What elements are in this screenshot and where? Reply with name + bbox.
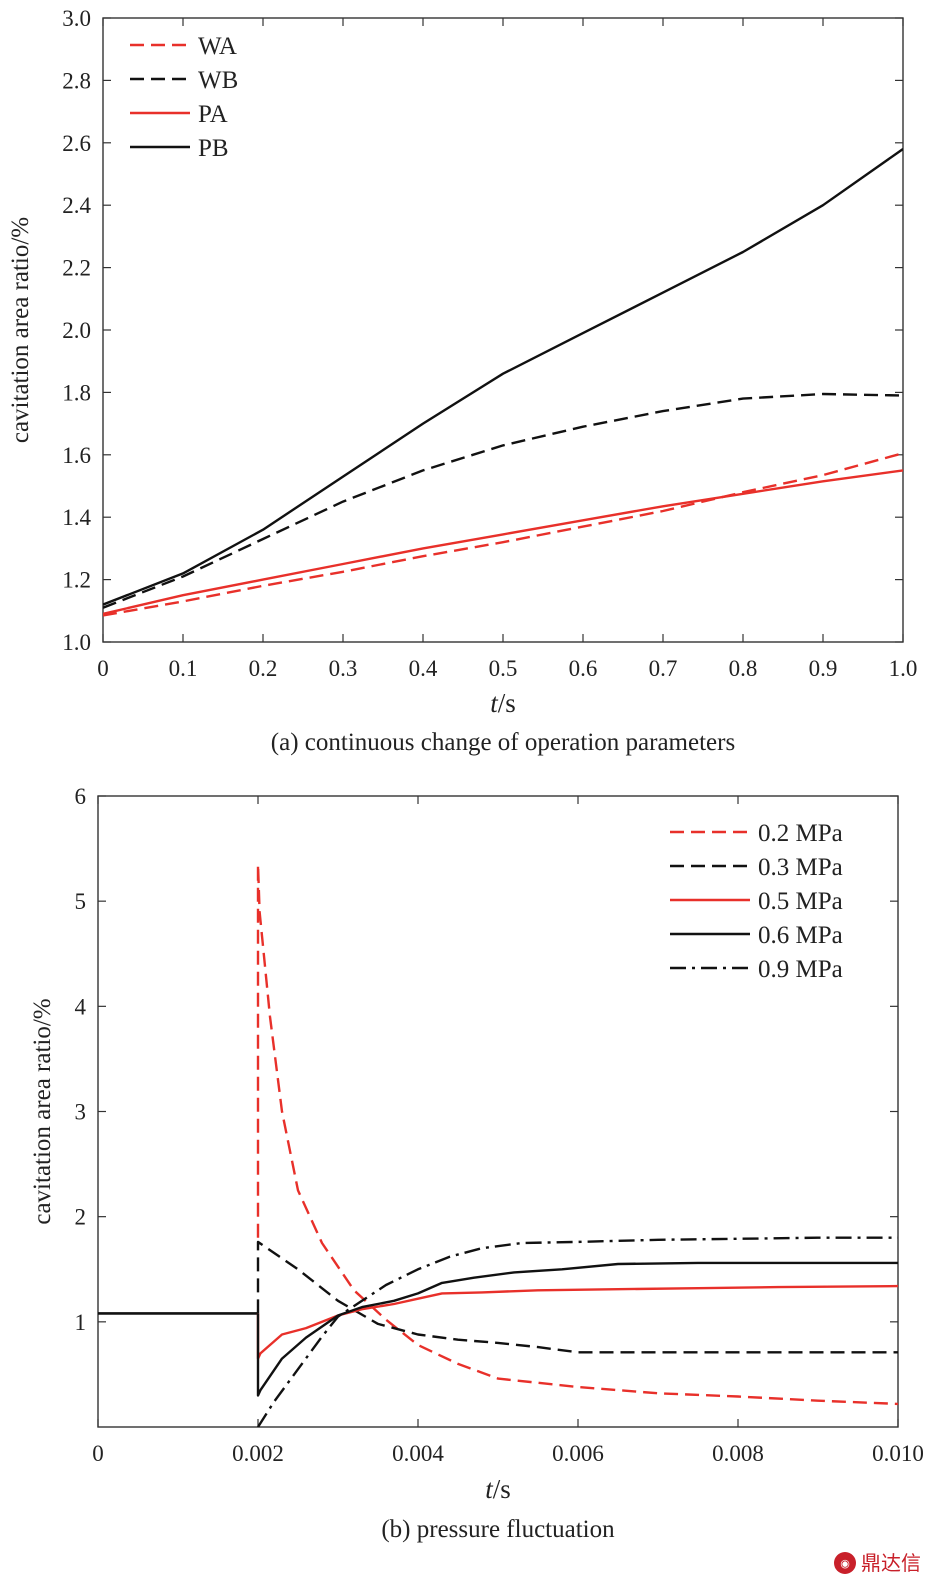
series-line-wa (103, 452, 903, 617)
x-tick-label: 1.0 (889, 656, 918, 681)
chart-caption: (a) continuous change of operation param… (271, 729, 735, 756)
x-tick-label: 0.6 (569, 656, 598, 681)
x-tick-label: 0.006 (552, 1441, 604, 1466)
legend: WA WB PA PB (130, 33, 238, 162)
series-line-0-6-mpa (256, 1261, 898, 1397)
x-tick-label: 0.004 (392, 1441, 444, 1466)
watermark: ◉ 鼎达信 (834, 1552, 921, 1575)
y-tick-label: 2 (75, 1205, 87, 1230)
y-tick-label: 1.0 (62, 630, 91, 655)
legend-label: 0.6 MPa (758, 922, 843, 949)
series-line-0-2-mpa (256, 863, 898, 1406)
x-tick-label: 0.8 (729, 656, 758, 681)
series-line-wb (103, 392, 903, 609)
y-tick-label: 2.4 (62, 193, 91, 218)
legend-label: WA (198, 33, 237, 60)
y-tick-label: 1.2 (62, 568, 91, 593)
y-tick-label: 1.8 (62, 380, 91, 405)
plot-area (103, 148, 903, 617)
legend-label: WB (198, 67, 238, 94)
x-tick-label: 0 (92, 1441, 104, 1466)
chart-a: 0 0.1 0.2 0.3 0.4 0.5 0.6 0.7 0.8 0.9 1.0 1.0 1.2 1.4… (7, 6, 917, 756)
y-tick-label: 2.2 (62, 256, 91, 281)
chart-caption: (b) pressure fluctuation (381, 1516, 615, 1543)
legend-label: 0.3 MPa (758, 854, 843, 881)
y-tick-label: 6 (75, 784, 87, 809)
y-tick-label: 2.0 (62, 318, 91, 343)
series-line-0-9-mpa (256, 1236, 898, 1427)
series-line-0-5-mpa (256, 1284, 898, 1360)
x-axis-label-unit: /s (493, 1474, 511, 1504)
plot-area (98, 863, 898, 1427)
x-tick-label: 0.1 (169, 656, 198, 681)
y-tick-label: 3 (75, 1100, 87, 1125)
y-tick-label: 2.8 (62, 68, 91, 93)
x-axis-label-var: t (485, 1474, 494, 1504)
y-tick-label: 1.4 (62, 505, 91, 530)
y-tick-label: 1 (75, 1310, 87, 1335)
watermark-label: 鼎达信 (861, 1552, 921, 1575)
y-tick-label: 5 (75, 889, 87, 914)
y-axis-label: cavitation area ratio/% (7, 217, 34, 443)
x-tick-label: 0.3 (329, 656, 358, 681)
y-tick-label: 2.6 (62, 131, 91, 156)
legend-label: PB (198, 135, 229, 162)
x-tick-label: 0.2 (249, 656, 278, 681)
x-tick-label: 0.002 (232, 1441, 284, 1466)
legend: 0.2 MPa 0.3 MPa 0.5 MPa 0.6 MPa 0.9 MPa (670, 820, 843, 983)
series-line-pb (103, 148, 903, 606)
x-axis-label: t/s (490, 688, 516, 718)
x-tick-label: 0.5 (489, 656, 518, 681)
x-tick-label: 0.008 (712, 1441, 764, 1466)
y-tick-label: 3.0 (62, 6, 91, 31)
series-line-0-3-mpa (256, 1240, 898, 1354)
x-axis-label-var: t (490, 688, 499, 718)
y-tick-label: 4 (75, 994, 87, 1019)
x-tick-label: 0.010 (872, 1441, 924, 1466)
logo-circle-icon: ◉ (834, 1552, 856, 1574)
legend-label: 0.9 MPa (758, 956, 843, 983)
y-tick-label: 1.6 (62, 443, 91, 468)
x-tick-label: 0.9 (809, 656, 838, 681)
x-axis-label: t/s (485, 1474, 511, 1504)
y-axis-label: cavitation area ratio/% (29, 998, 56, 1224)
x-tick-label: 0.4 (409, 656, 438, 681)
legend-label: 0.5 MPa (758, 888, 843, 915)
x-axis-label-unit: /s (498, 688, 516, 718)
series-line-pa (103, 469, 903, 616)
legend-label: 0.2 MPa (758, 820, 843, 847)
x-tick-label: 0 (97, 656, 109, 681)
svg-text:◉: ◉ (840, 1558, 850, 1570)
x-tick-label: 0.7 (649, 656, 678, 681)
legend-label: PA (198, 101, 228, 128)
